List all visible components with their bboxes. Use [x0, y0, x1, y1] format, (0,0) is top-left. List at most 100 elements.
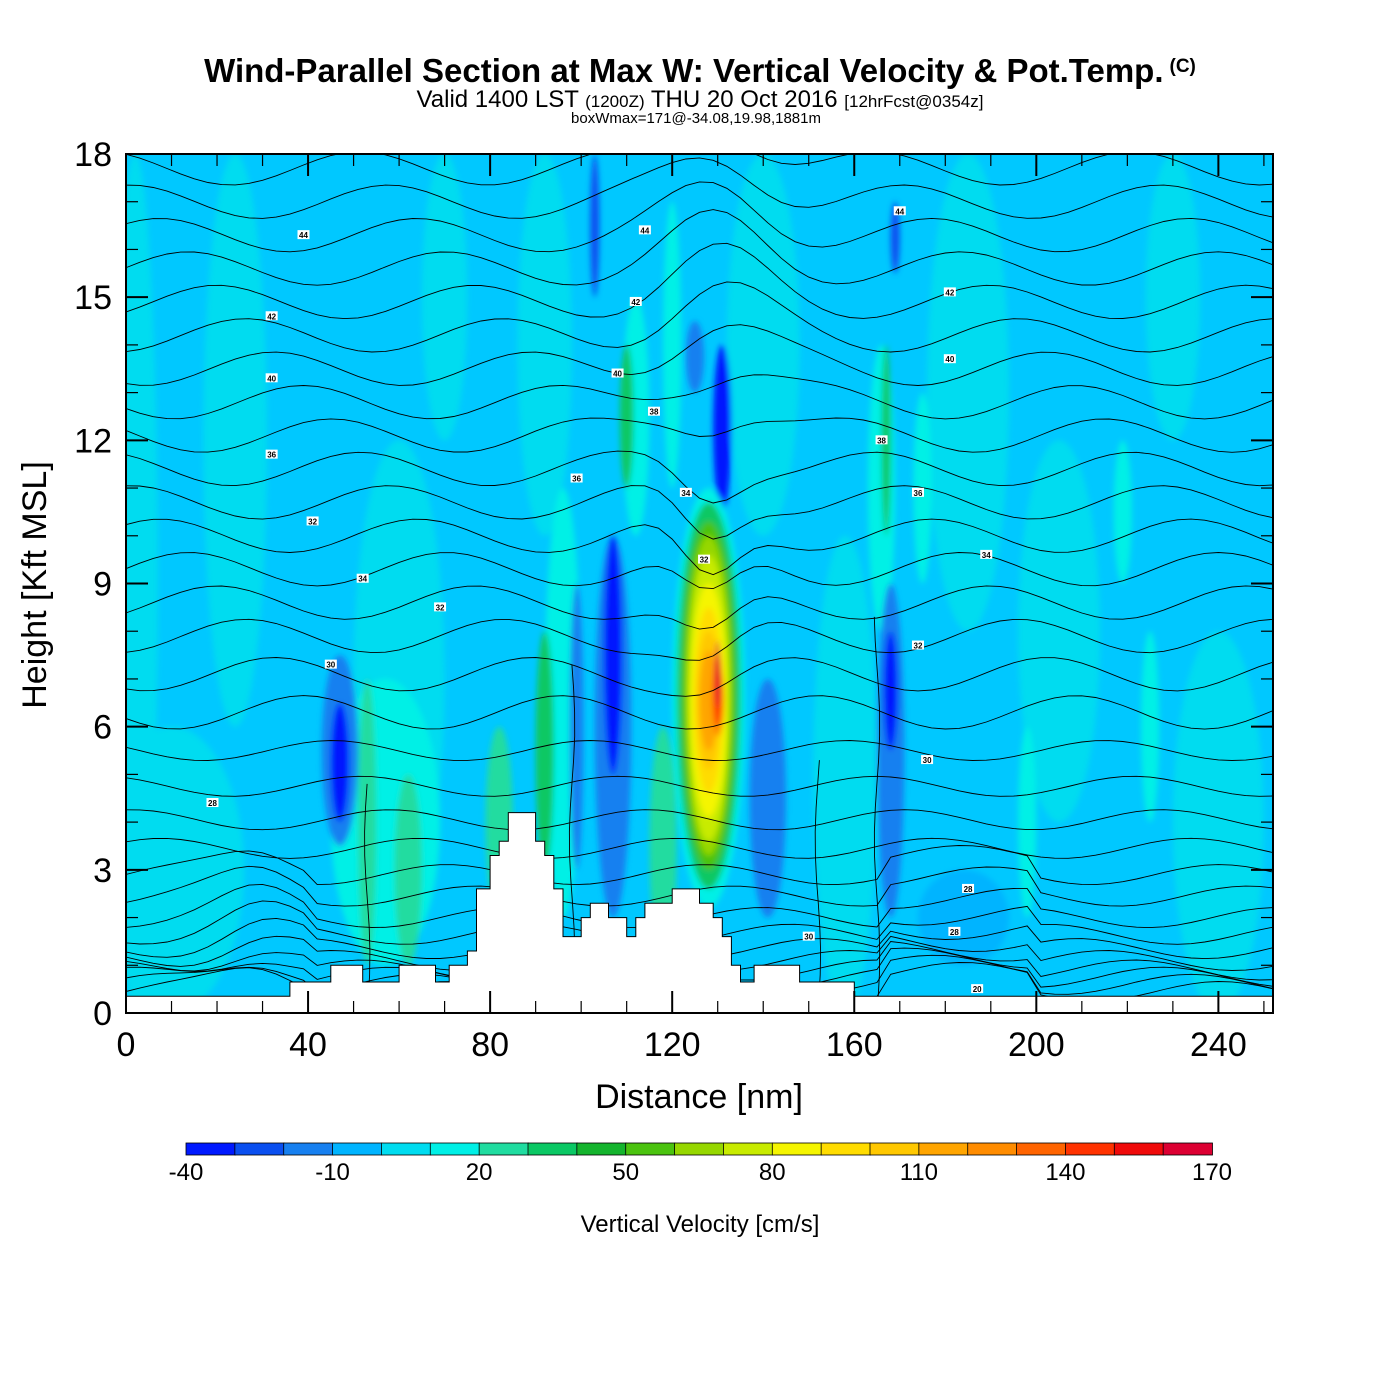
contour-label-bg: [911, 487, 924, 497]
contour-label-text: 40: [267, 374, 276, 383]
contour-label-bg: [265, 449, 278, 459]
downdraft: [713, 344, 732, 512]
y-tick-label: 15: [74, 279, 112, 317]
field-band-cyan: [726, 154, 800, 536]
colorbar-tick-label: -40: [169, 1159, 204, 1186]
colorbar-swatch: [576, 1142, 627, 1156]
x-tick-label: 80: [471, 1026, 509, 1064]
contour-label-text: 36: [914, 489, 923, 498]
colorbar-swatch: [1065, 1142, 1116, 1156]
contour-label-text: 30: [326, 661, 335, 670]
contour-label-text: 34: [982, 551, 991, 560]
contour-label-text: 42: [267, 312, 276, 321]
box-wmax-info: boxWmax=171@-34.08,19.98,1881m: [571, 110, 821, 127]
contour-label-text: 36: [572, 475, 581, 484]
colorbar-swatch: [771, 1142, 823, 1156]
contour-label-text: 42: [945, 288, 954, 297]
field-band-cyan: [1018, 440, 1101, 823]
colorbar-swatch: [1016, 1142, 1067, 1156]
contour-label: 44: [297, 230, 310, 240]
contour-label-bg: [324, 659, 337, 669]
contour-label: 42: [629, 296, 642, 307]
downdraft: [890, 201, 900, 274]
theta-contour: [126, 740, 1273, 761]
colorbar-tick-label: 80: [759, 1159, 786, 1186]
contour-label: 28: [962, 883, 975, 894]
contour-label-bg: [802, 931, 815, 941]
colorbar-tick-label: 20: [466, 1159, 493, 1186]
contour-label-text: 30: [923, 756, 932, 765]
contour-label: 30: [802, 931, 815, 942]
contour-label-bg: [265, 311, 278, 321]
valid-zulu: (1200Z): [585, 92, 645, 111]
downdraft: [917, 869, 1010, 966]
colorbar-swatch: [381, 1142, 432, 1156]
colorbar-tick-label: 110: [900, 1159, 938, 1186]
colorbar-swatch: [234, 1142, 285, 1156]
colorbar-swatch: [478, 1142, 529, 1156]
contour-label-bg: [356, 573, 369, 583]
contour-label: 32: [434, 602, 447, 612]
contour-label: 42: [265, 311, 278, 321]
x-axis-label: Distance [nm]: [595, 1078, 803, 1116]
colorbar-swatch: [1113, 1142, 1165, 1156]
x-tick-label: 40: [289, 1026, 327, 1064]
contour-label-text: 32: [700, 556, 709, 565]
theta-contour: [126, 518, 1273, 576]
theta-contour: [126, 809, 1273, 831]
y-tick-label: 6: [93, 709, 112, 747]
contour-label: 44: [893, 206, 906, 216]
colorbar-tick-label: 140: [1045, 1159, 1085, 1186]
contour-label: 32: [698, 554, 711, 565]
contour-label-bg: [611, 368, 624, 378]
x-tick-label: 0: [117, 1026, 136, 1064]
contour-label-text: 32: [436, 603, 445, 612]
colorbar-swatch: [674, 1142, 725, 1156]
y-tick-label: 3: [93, 852, 112, 890]
valid-time: Valid 1400 LST: [416, 86, 579, 113]
contour-label-text: 32: [914, 642, 923, 651]
colorbar-swatch: [723, 1142, 774, 1156]
contour-label-bg: [948, 926, 961, 936]
contour-label: 44: [638, 225, 651, 235]
terrain-mask: [126, 812, 1273, 1013]
contour-label-bg: [962, 883, 975, 893]
x-tick-label: 240: [1190, 1026, 1247, 1064]
copyright-mark: (C): [1169, 56, 1196, 77]
contour-label: 28: [948, 926, 961, 937]
contour-label-text: 28: [964, 885, 973, 894]
field-band-cyan: [517, 154, 573, 536]
contour-label-bg: [921, 755, 934, 765]
contour-label-text: 38: [650, 408, 659, 417]
y-tick-label: 12: [74, 422, 112, 460]
field-band-cyan: [813, 535, 878, 1013]
colorbar-swatch: [527, 1142, 578, 1156]
field-band-green: [535, 631, 554, 870]
contour-label-bg: [297, 230, 310, 240]
colorbar-swatch: [820, 1142, 871, 1156]
theta-contour: [126, 324, 1273, 386]
contour-label-bg: [647, 406, 660, 416]
field-band-teal: [1113, 440, 1132, 584]
field-band-green: [358, 678, 377, 966]
field-band-cyan: [1145, 154, 1201, 441]
potential-temperature-contours: [126, 154, 1273, 1000]
plot-area: 44 44 44 42 42 42 40 40 40 38 38 36 36 36 34 32 34 34 32 32…: [126, 154, 1273, 1013]
colorbar-swatch: [185, 1142, 236, 1156]
field-band-cyan: [1172, 631, 1264, 1013]
theta-contour: [126, 374, 1273, 420]
contour-label-text: 40: [613, 370, 622, 379]
field-band-cyan: [203, 154, 268, 727]
chart-subtitle: Valid 1400 LST (1200Z) THU 20 Oct 2016 […: [0, 86, 1400, 114]
contour-label: 38: [875, 435, 888, 445]
theta-contour: [126, 695, 1273, 730]
contour-label-bg: [265, 373, 278, 383]
contour-label-bg: [570, 473, 583, 483]
theta-contour: [126, 585, 1273, 630]
theta-contour-vertical: [364, 783, 371, 999]
contour-label-text: 40: [945, 355, 954, 364]
contour-label-text: 34: [358, 575, 367, 584]
y-tick-label: 18: [74, 136, 112, 174]
contour-label-text: 42: [631, 298, 640, 307]
